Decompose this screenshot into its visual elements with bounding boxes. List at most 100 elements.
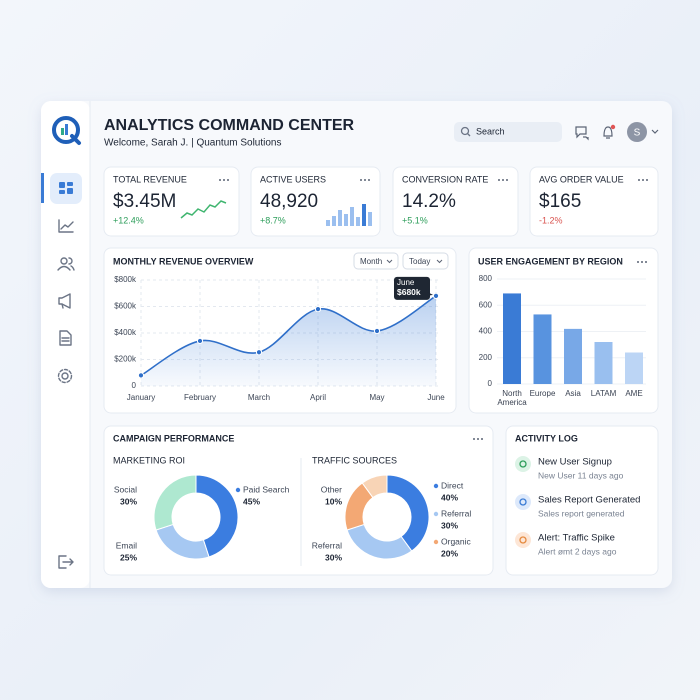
x-tick-label: June	[427, 393, 445, 402]
y-tick-label: 400	[479, 327, 493, 336]
activity-detail: Sales report generated	[538, 508, 625, 518]
card-title: ACTIVITY LOG	[515, 433, 578, 443]
donut-label: Paid Search	[243, 484, 290, 494]
chart-title: MONTHLY REVENUE OVERVIEW	[113, 256, 254, 266]
tooltip	[394, 276, 430, 300]
bar	[594, 342, 613, 384]
revenue-area	[141, 295, 436, 386]
donut-value: 30%	[325, 552, 342, 562]
donut-slice	[153, 474, 197, 531]
y-tick-label: 800	[479, 274, 493, 283]
sparkbar	[350, 207, 354, 226]
dropdown-label: Today	[409, 257, 430, 266]
more-menu-dot	[481, 438, 483, 440]
search-box[interactable]	[454, 122, 562, 142]
y-tick-label: 0	[132, 381, 137, 390]
more-menu-dot	[477, 438, 479, 440]
legend-dot	[235, 487, 241, 493]
more-menu-dot	[498, 179, 500, 181]
donut-title: MARKETING ROI	[113, 455, 185, 465]
activity-card	[505, 425, 659, 576]
donut-value: 30%	[441, 520, 458, 530]
activity-icon-glyph	[519, 536, 527, 544]
messages-button[interactable]	[575, 126, 589, 141]
kpi-label: AVG ORDER VALUE	[539, 174, 624, 184]
kpi-value: 48,920	[260, 191, 318, 212]
more-menu-dot	[219, 179, 221, 181]
donut-value: 45%	[243, 496, 260, 506]
nav-logout[interactable]	[58, 555, 74, 569]
y-tick-label: 600	[479, 300, 493, 309]
sparkbar	[332, 216, 336, 226]
x-tick-label: March	[248, 393, 270, 402]
more-menu-dot	[638, 179, 640, 181]
dropdown[interactable]	[353, 252, 399, 270]
search-icon-handle	[467, 133, 471, 137]
nav-users[interactable]	[57, 257, 75, 271]
kpi-value: $165	[539, 191, 581, 212]
activity-detail: New User 11 days ago	[538, 470, 624, 480]
logo	[52, 116, 81, 145]
revenue-point	[196, 337, 204, 345]
y-tick-label: $400k	[114, 328, 137, 337]
x-tick-label: Europe	[529, 389, 556, 398]
more-menu-dot	[637, 261, 639, 263]
bar	[533, 314, 552, 384]
donut-label: Email	[116, 540, 137, 550]
avatar[interactable]	[627, 122, 647, 142]
x-tick-label: May	[369, 393, 384, 402]
campaign-card	[103, 425, 494, 576]
activity-icon	[515, 532, 531, 548]
donut-label: Direct	[441, 480, 464, 490]
donut-value: 10%	[325, 496, 342, 506]
more-menu-dot	[645, 261, 647, 263]
page-title: ANALYTICS COMMAND CENTER	[104, 117, 355, 134]
revenue-point	[314, 306, 322, 313]
donut-label: Referral	[312, 540, 342, 550]
y-tick-label: $600k	[114, 302, 137, 311]
nav-analytics[interactable]	[58, 219, 74, 233]
nav-campaigns[interactable]	[58, 293, 71, 309]
y-tick-label: 0	[488, 379, 493, 388]
account-menu[interactable]	[651, 129, 659, 134]
more-menu-dot	[646, 179, 648, 181]
nav-settings[interactable]	[57, 368, 73, 384]
nav-reports[interactable]	[59, 330, 72, 346]
sparkbar	[326, 220, 330, 226]
dropdown[interactable]	[402, 252, 449, 270]
donut-label: Referral	[441, 508, 471, 518]
activity-icon	[515, 456, 531, 472]
more-menu-dot	[364, 179, 366, 181]
kpi-value: 14.2%	[402, 191, 456, 212]
more-menu-dot	[641, 261, 643, 263]
revenue-point	[432, 292, 440, 299]
search-icon	[460, 126, 470, 136]
activity-icon-glyph	[519, 498, 527, 506]
sparkbar	[368, 212, 372, 226]
activity-detail: Alert ømt 2 days ago	[538, 546, 617, 556]
nav-dashboard[interactable]	[50, 173, 82, 204]
tooltip-pointer	[427, 291, 433, 296]
legend-dot	[433, 483, 439, 489]
donut-value: 40%	[441, 492, 458, 502]
legend-dot	[433, 539, 439, 545]
sparkbar	[344, 214, 348, 226]
activity-title: Sales Report Generated	[538, 495, 640, 506]
kpi-label: TOTAL REVENUE	[113, 174, 187, 184]
notifications-button[interactable]	[603, 126, 613, 139]
sparkline	[180, 200, 227, 219]
donut-title: TRAFFIC SOURCES	[312, 455, 397, 465]
sparkbar	[338, 210, 342, 226]
card-title: CAMPAIGN PERFORMANCE	[113, 433, 234, 443]
more-menu-dot	[642, 179, 644, 181]
bar	[503, 293, 521, 384]
more-menu-dot	[360, 179, 362, 181]
kpi-change: +8.7%	[260, 215, 286, 225]
kpi-card	[103, 166, 240, 237]
revenue-point	[255, 349, 263, 356]
dropdown-chevron	[386, 259, 393, 264]
active-indicator	[41, 173, 44, 203]
sparkbar	[362, 204, 366, 226]
avatar-initial: S	[634, 128, 641, 139]
x-tick-label: Asia	[565, 389, 581, 398]
